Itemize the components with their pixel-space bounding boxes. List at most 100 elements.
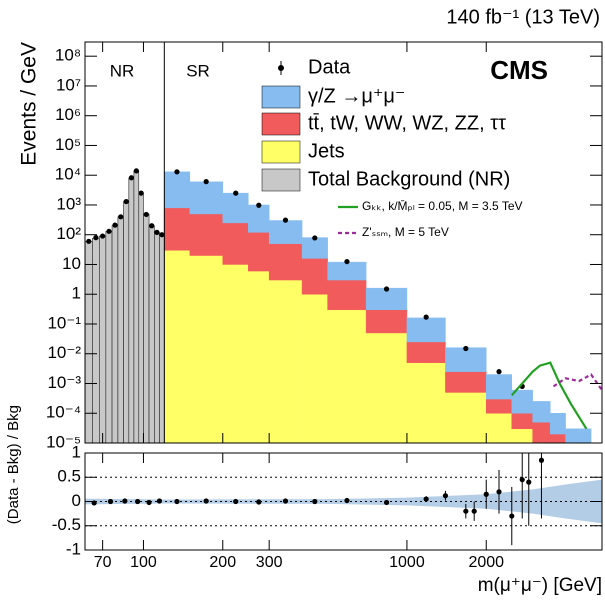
data-point [107, 498, 114, 505]
bar [138, 192, 144, 443]
bar [154, 232, 160, 443]
data-point [203, 498, 209, 504]
bar [406, 362, 446, 443]
annotations: Data γ/Z →μ⁺μ⁻ tt̄, tW, WW, WZ, ZZ, ττ Jets… [46, 42, 602, 571]
data-point [383, 286, 390, 292]
chart-title: 140 fb⁻¹ (13 TeV) [446, 6, 600, 28]
signal-line [552, 373, 602, 391]
y-tick-label: 10⁷ [56, 75, 81, 94]
bar [301, 237, 328, 259]
experiment-label: CMS [490, 55, 548, 85]
data-point [233, 498, 239, 505]
bar [248, 204, 270, 233]
data-point [123, 198, 129, 205]
legend-marker [278, 65, 284, 71]
bar [532, 421, 551, 443]
legend-label: Total Background (NR) [308, 168, 510, 190]
bar [117, 216, 124, 443]
y-tick-label: 10⁻⁵ [46, 432, 81, 451]
y-tick-label: 10² [56, 224, 81, 243]
data-point [463, 345, 469, 352]
y-tick-label: -1 [66, 539, 81, 558]
bar [189, 255, 224, 443]
data-point [133, 168, 139, 174]
bar [133, 170, 140, 443]
y-tick-label: 10 [62, 254, 81, 273]
bar [445, 371, 487, 393]
bar [406, 317, 446, 343]
y-tick-label: 10⁻¹ [47, 313, 81, 332]
data-point [442, 493, 449, 499]
bar [485, 374, 513, 400]
y-tick-label: 10⁴ [55, 165, 81, 184]
legend-swatch [261, 85, 301, 109]
data-point [149, 223, 155, 229]
legend-swatch [261, 112, 301, 136]
bar [164, 171, 191, 209]
bar [365, 309, 408, 334]
bar [164, 250, 191, 443]
bar [327, 309, 367, 443]
bar [164, 207, 191, 251]
bar [406, 341, 446, 363]
y-tick-label: 10⁵ [55, 135, 81, 154]
bar [189, 213, 224, 256]
data-point [526, 479, 532, 485]
data-point [312, 235, 318, 241]
data-point [471, 508, 477, 514]
bar [532, 442, 551, 443]
data-point [256, 202, 262, 208]
y-tick-label: 0 [72, 491, 81, 510]
main-frame [84, 41, 603, 444]
legend-label: Gₖₖ, k/M̄ₚₗ = 0.05, M = 3.5 TeV [362, 199, 523, 213]
legend-label: Z'ₛₛₘ, M = 5 TeV [362, 225, 449, 239]
y-tick-label: 10⁶ [55, 105, 81, 124]
main-plot-area [85, 42, 602, 443]
bar [550, 433, 566, 443]
bar [550, 412, 566, 435]
y-tick-label: 10⁸ [55, 46, 81, 65]
bar [105, 231, 113, 443]
data-point [134, 498, 141, 505]
data-point [423, 314, 429, 320]
data-point [106, 228, 112, 234]
bar [485, 412, 513, 443]
bar [565, 442, 592, 443]
data-point [112, 222, 118, 228]
data-point [159, 232, 165, 238]
data-point [100, 233, 106, 239]
bar [365, 332, 408, 443]
legend-swatch [261, 168, 301, 192]
data-point [203, 179, 209, 185]
data-point [233, 190, 239, 196]
data-point [483, 491, 489, 497]
bar [532, 401, 551, 423]
data-point [122, 498, 128, 504]
region-label: SR [186, 61, 210, 80]
data-point [312, 498, 318, 505]
data-point [86, 238, 92, 244]
y-axis-title: Events / GeV [18, 42, 41, 166]
data-point [256, 499, 262, 505]
bar [85, 241, 93, 443]
bar [511, 389, 533, 414]
data-point [538, 457, 545, 463]
y-tick-label: 10⁻⁴ [46, 403, 81, 422]
data-point [423, 496, 429, 502]
x-axis-title: m(μ⁺μ⁻) [GeV] [478, 575, 602, 596]
data-point [282, 498, 289, 504]
bar [565, 428, 592, 443]
y-tick-label: 10³ [56, 194, 81, 213]
data-point [509, 513, 515, 519]
bar [268, 279, 303, 443]
bar [189, 181, 224, 215]
data-point [93, 235, 99, 241]
bar [550, 442, 566, 443]
data-point [519, 477, 525, 483]
data-point [174, 498, 180, 505]
bar [268, 243, 303, 281]
bar [128, 177, 135, 443]
y-tick-label: 1 [72, 442, 81, 461]
data-point [496, 369, 502, 375]
x-tick-label: 200 [209, 554, 236, 571]
